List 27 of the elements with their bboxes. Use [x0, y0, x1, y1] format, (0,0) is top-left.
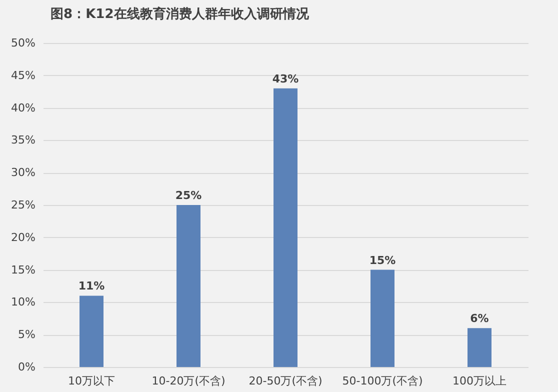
x-tick-label: 50-100万(不含)	[342, 374, 423, 388]
y-tick-label: 25%	[11, 198, 36, 212]
y-tick-label: 0%	[18, 360, 36, 374]
data-label: 25%	[175, 189, 202, 202]
y-tick-label: 30%	[11, 166, 36, 180]
data-label: 6%	[470, 312, 489, 326]
bar	[80, 296, 104, 367]
chart-title: 图8：K12在线教育消费人群年收入调研情况	[50, 6, 310, 22]
y-tick-label: 40%	[11, 101, 36, 114]
x-tick-label: 10-20万(不含)	[152, 374, 226, 388]
data-label: 11%	[78, 280, 105, 293]
y-tick-label: 5%	[18, 328, 36, 342]
y-tick-label: 20%	[11, 230, 36, 244]
bar	[370, 270, 394, 367]
y-tick-label: 10%	[11, 296, 36, 309]
x-tick-label: 10万以下	[68, 374, 115, 388]
y-tick-label: 35%	[11, 134, 36, 147]
x-tick-label: 100万以上	[452, 374, 506, 388]
bar	[274, 88, 298, 367]
bar	[468, 328, 492, 367]
y-tick-label: 45%	[11, 68, 36, 82]
y-tick-label: 50%	[11, 36, 36, 50]
y-tick-label: 15%	[11, 263, 36, 276]
data-label: 43%	[272, 72, 299, 86]
x-tick-label: 20-50万(不含)	[248, 374, 322, 388]
bar	[176, 205, 200, 367]
data-label: 15%	[369, 254, 396, 267]
